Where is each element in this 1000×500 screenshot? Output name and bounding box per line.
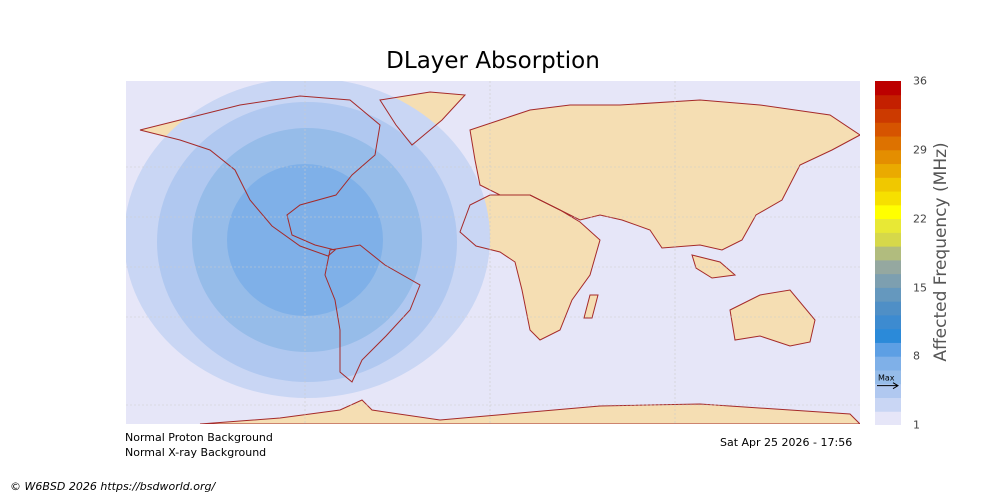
grid-lines [126, 81, 860, 424]
coastline-antarctica [199, 399, 860, 424]
colorbar-tick: 1 [913, 418, 920, 432]
coastline-australia [729, 289, 816, 347]
coastlines [139, 91, 860, 424]
timestamp: Sat Apr 25 2026 - 17:56 [720, 436, 853, 449]
colorbar-band [875, 94, 901, 110]
land-indonesia [692, 255, 735, 278]
land-eurasia [470, 100, 860, 250]
colorbar-band [875, 259, 901, 275]
colorbar-band [875, 397, 901, 412]
colorbar-band [875, 122, 901, 137]
max-arrow-icon [877, 382, 899, 390]
colorbar: Max [875, 81, 901, 425]
colorbar-band [875, 342, 901, 357]
colorbar-label: Affected Frequency (MHz) [931, 142, 951, 362]
absorption-level-4 [227, 164, 383, 316]
colorbar-band [875, 369, 901, 385]
coastline-south-america [324, 244, 421, 383]
colorbar-band [875, 287, 901, 302]
colorbar-band [875, 149, 901, 165]
land-africa [460, 195, 600, 340]
colorbar-band [875, 163, 901, 178]
world-map [126, 81, 860, 424]
colorbar-band [875, 356, 901, 371]
colorbar-band [875, 314, 901, 330]
colorbar-tick: 8 [913, 349, 920, 363]
coastline-madagascar [583, 294, 599, 319]
colorbar-tick: 29 [913, 143, 927, 157]
coastline-indonesia [691, 254, 737, 279]
land-madagascar [584, 295, 598, 318]
colorbar-band [875, 232, 901, 247]
colorbar-tick: 15 [913, 281, 927, 295]
colorbar-band [875, 246, 901, 261]
xray-status: Normal X-ray Background [125, 446, 267, 459]
land-antarctica [200, 400, 860, 424]
colorbar-band [875, 411, 901, 425]
copyright: © W6BSD 2026 https://bsdworld.org/ [10, 480, 216, 493]
coastline-north-america [139, 95, 381, 257]
coastline-africa [459, 194, 601, 341]
colorbar-band [875, 108, 901, 123]
colorbar-band [875, 191, 901, 206]
max-marker-label: Max [878, 374, 895, 383]
colorbar-tick: 22 [913, 212, 927, 226]
chart-title: DLayer Absorption [386, 48, 600, 74]
colorbar-band [875, 273, 901, 288]
colorbar-band [875, 218, 901, 233]
land-australia [730, 290, 815, 346]
colorbar-band [875, 136, 901, 151]
colorbar-band [875, 204, 901, 220]
coastline-greenland [379, 91, 467, 146]
colorbar-band [875, 328, 901, 343]
colorbar-band [875, 301, 901, 316]
colorbar-band [875, 177, 901, 192]
colorbar-band [875, 81, 901, 96]
absorption-zone [126, 81, 490, 398]
colorbar-tick: 36 [913, 74, 927, 88]
proton-status: Normal Proton Background [125, 431, 273, 444]
